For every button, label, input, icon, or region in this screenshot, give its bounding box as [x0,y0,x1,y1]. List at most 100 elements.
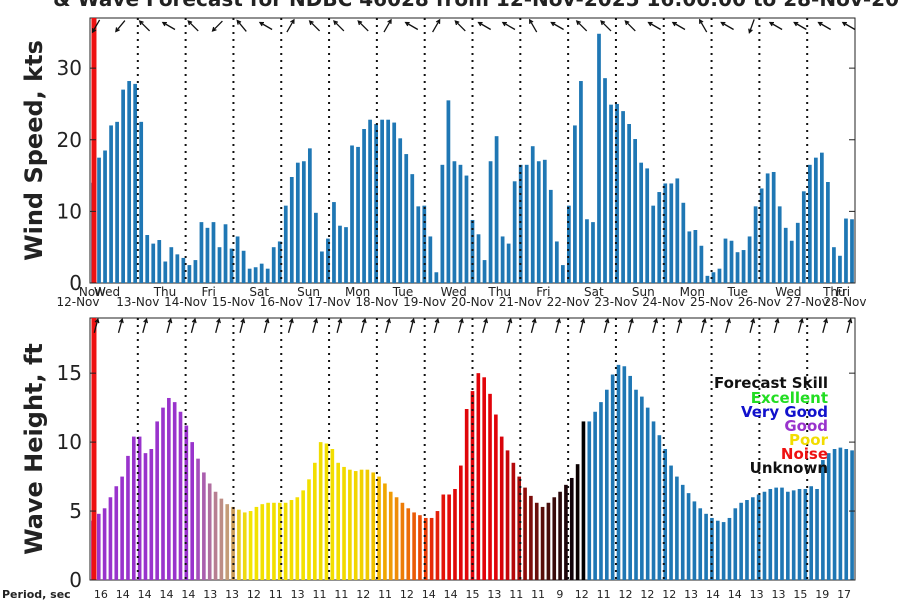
wave-bar [383,483,387,580]
wind-bar [771,171,776,283]
period-value: 14 [138,588,152,600]
wave-bar [202,472,206,580]
period-value: 11 [334,588,348,600]
wind-bar [807,164,812,283]
wind-bar [753,206,758,283]
wave-bar [283,502,288,580]
wave-bar [640,396,644,580]
wave-bar [459,465,463,580]
wave-bar [167,397,171,580]
wind-bar [603,78,607,283]
wind-bar [651,205,656,283]
wave-bar [727,517,732,580]
wind-bar [597,33,601,284]
wind-y-tick-label: 20 [57,128,82,152]
wave-direction-arrow [93,317,100,333]
day-label: Sun [297,285,320,299]
wind-bar [777,206,782,283]
wave-bar [499,436,504,580]
wind-bar [139,121,144,283]
wave-bar [342,466,346,580]
wind-bar [422,205,427,283]
wind-direction-arrow [308,20,321,32]
legend-item-good: Good [784,417,828,435]
wave-bar [663,449,668,580]
wave-direction-arrow [409,317,416,333]
wind-direction-arrow [454,20,466,32]
day-label: Tue [392,285,414,299]
wind-direction-arrow [115,20,126,33]
period-value: 14 [116,588,130,600]
wave-bar [675,476,679,580]
legend-item-poor: Poor [789,431,829,449]
wave-direction-arrow [287,317,294,333]
wave-bar [394,497,399,580]
wave-direction-arrow [506,317,513,333]
wind-bar [356,146,360,283]
wind-bar [115,121,119,283]
wind-bar [109,125,113,284]
wave-bar [184,425,189,580]
wind-direction-arrow [699,18,708,33]
wave-direction-arrow [239,317,246,333]
wave-bar [441,494,446,580]
wave-direction-arrow [166,317,173,333]
wave-bar [318,442,323,580]
wind-bar [813,157,818,283]
wave-bar [581,421,586,580]
wave-bar [680,484,685,580]
wave-bar [324,443,329,580]
wind-bar [723,238,728,283]
wave-bar [774,487,778,580]
wave-bar [698,508,703,580]
wind-bar [199,222,204,283]
date-label: 25-Nov [690,295,733,309]
date-label: 13-Nov [116,295,159,309]
date-label: 16-Nov [260,295,303,309]
wave-bar [739,502,743,580]
wave-direction-arrow [700,317,707,333]
wind-bar [681,202,686,283]
wave-direction-arrow [482,317,489,333]
wind-bar [253,267,258,283]
legend-item-noise: Noise [781,445,828,463]
wave-bar [844,449,849,580]
wind-direction-arrow [91,19,101,34]
wave-bar [207,483,212,580]
period-value: 11 [269,588,283,600]
wave-bar [523,487,527,580]
wave-direction-arrow [555,317,561,333]
wind-bar [320,251,324,283]
period-value: 12 [247,588,261,600]
wave-bar [96,513,101,580]
wave-bar [651,421,656,580]
wind-bar [627,124,631,283]
wind-direction-arrow [550,21,564,31]
wind-bar [506,243,511,283]
period-value: 15 [793,588,807,600]
day-label: Wed [775,285,801,299]
wave-bar [120,476,124,580]
wind-bar [512,181,517,283]
wave-direction-arrow [263,317,270,333]
wave-direction-arrow [117,317,124,333]
wind-direction-arrow [286,18,295,33]
period-value: 11 [378,588,392,600]
wind-bar [711,272,716,283]
wave-bar [161,407,165,580]
wave-bar [569,477,574,580]
wind-bar [567,205,571,283]
wave-direction-arrow [530,317,537,333]
date-label: 28-Nov [823,295,866,309]
wave-bar [616,364,621,580]
wave-bar [429,517,434,580]
period-value: 13 [291,588,305,600]
wind-bar [663,183,668,283]
wind-bar [404,154,409,283]
wave-bar [826,453,831,580]
wind-direction-arrow [624,20,636,32]
wind-bar [789,240,794,283]
wave-direction-arrow [603,317,610,333]
wave-bar [196,458,200,580]
wind-direction-arrow [357,20,369,32]
